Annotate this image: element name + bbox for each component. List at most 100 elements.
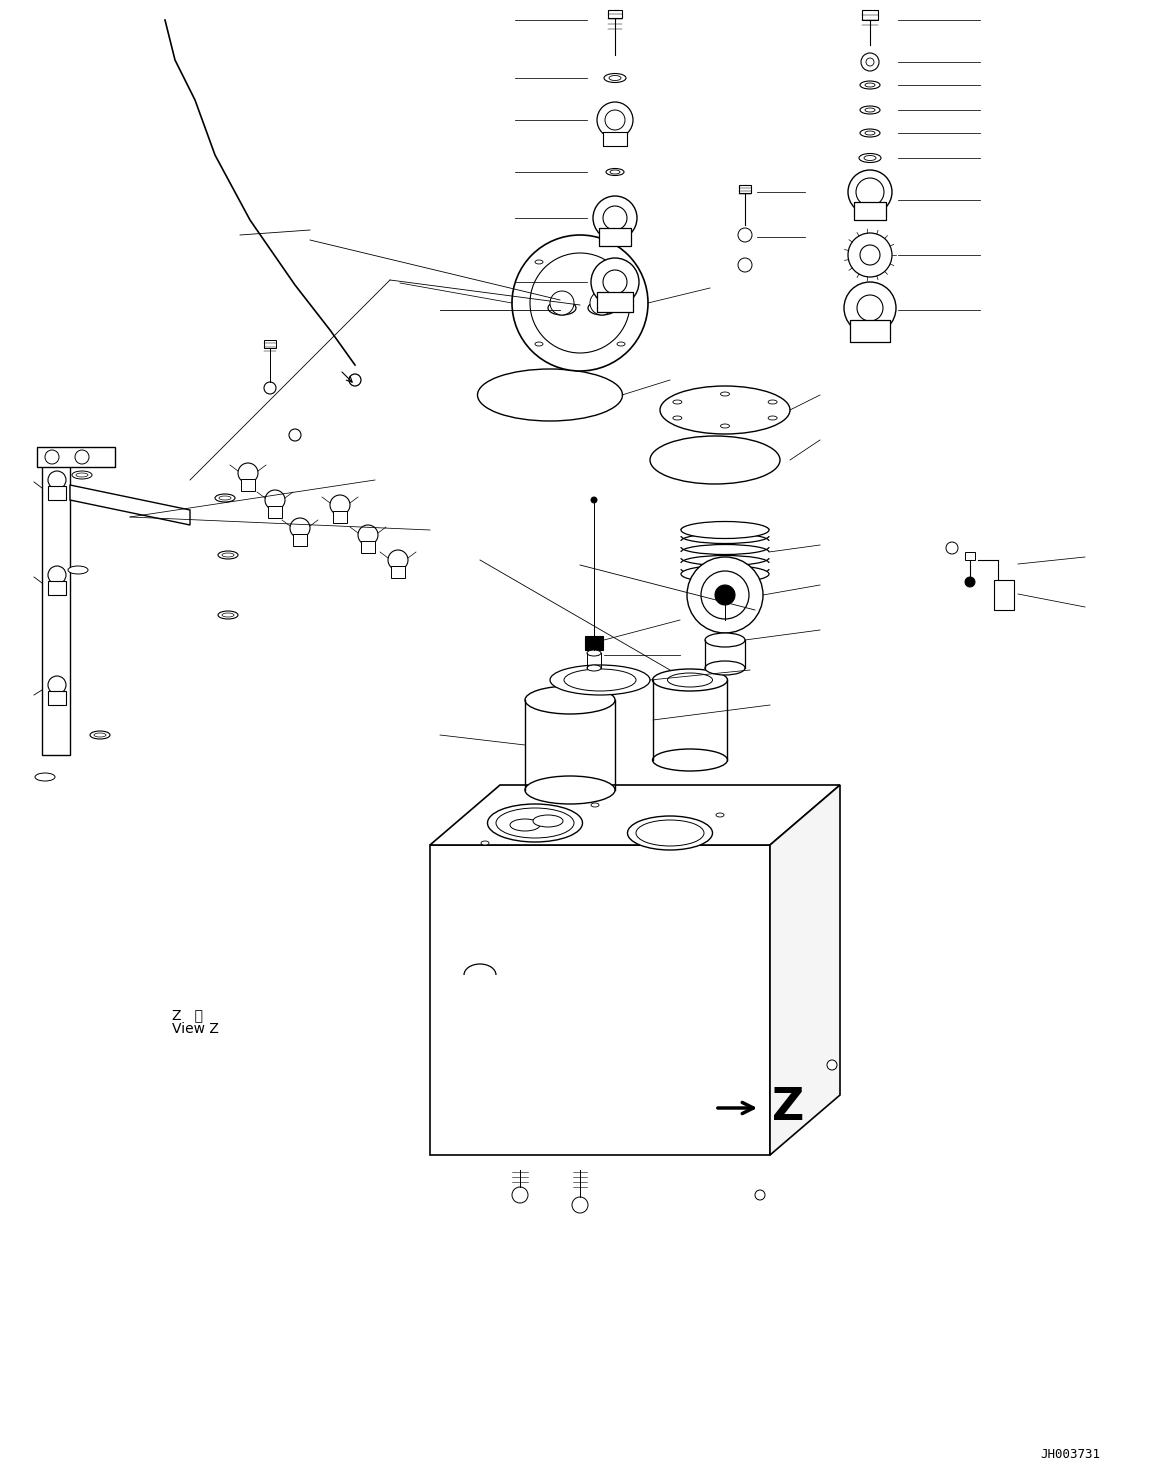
Circle shape (290, 429, 301, 441)
Ellipse shape (510, 820, 540, 831)
Circle shape (701, 571, 749, 618)
Circle shape (687, 557, 763, 633)
Circle shape (593, 195, 637, 239)
Ellipse shape (478, 369, 623, 422)
Circle shape (530, 253, 630, 353)
Text: JH003731: JH003731 (1040, 1448, 1100, 1462)
Polygon shape (430, 784, 840, 845)
Ellipse shape (865, 84, 876, 87)
Bar (48, 690, 65, 705)
Ellipse shape (859, 106, 880, 115)
Circle shape (330, 495, 350, 516)
Ellipse shape (720, 392, 730, 397)
Ellipse shape (864, 156, 876, 160)
Bar (854, 203, 886, 220)
Text: Z: Z (772, 1087, 804, 1130)
Circle shape (265, 491, 285, 510)
Bar (597, 292, 633, 311)
Ellipse shape (588, 301, 616, 314)
Circle shape (388, 549, 408, 570)
Polygon shape (43, 455, 70, 755)
Ellipse shape (218, 551, 238, 560)
Bar (608, 10, 622, 18)
Ellipse shape (533, 815, 563, 827)
Circle shape (755, 1190, 765, 1200)
Circle shape (827, 1061, 836, 1069)
Polygon shape (430, 845, 770, 1155)
Ellipse shape (535, 342, 543, 347)
Ellipse shape (548, 301, 576, 314)
Circle shape (845, 282, 896, 333)
Bar (48, 486, 65, 499)
Circle shape (512, 1187, 529, 1203)
Circle shape (861, 53, 879, 71)
Ellipse shape (550, 665, 650, 695)
Text: Z   視: Z 視 (172, 1008, 203, 1022)
Ellipse shape (705, 661, 745, 674)
Circle shape (358, 524, 378, 545)
Circle shape (75, 450, 88, 464)
Circle shape (866, 57, 874, 66)
Circle shape (512, 235, 648, 372)
Ellipse shape (681, 521, 769, 539)
Circle shape (965, 577, 976, 588)
Polygon shape (70, 485, 190, 524)
Bar (862, 10, 878, 21)
Polygon shape (37, 447, 115, 467)
Circle shape (848, 234, 892, 278)
Ellipse shape (604, 73, 626, 82)
Ellipse shape (587, 665, 601, 671)
Bar (599, 228, 631, 245)
Bar (391, 566, 404, 577)
Ellipse shape (68, 566, 88, 574)
Ellipse shape (673, 400, 681, 404)
Ellipse shape (222, 552, 234, 557)
Circle shape (48, 676, 65, 693)
Ellipse shape (660, 386, 791, 433)
Ellipse shape (617, 342, 625, 347)
Circle shape (606, 110, 625, 129)
Ellipse shape (716, 812, 724, 817)
Ellipse shape (525, 686, 615, 714)
Bar (965, 552, 976, 560)
Bar (293, 535, 307, 546)
Ellipse shape (222, 613, 234, 617)
Circle shape (264, 382, 276, 394)
Circle shape (848, 170, 892, 214)
Ellipse shape (487, 804, 583, 842)
Ellipse shape (481, 840, 489, 845)
Bar (361, 541, 375, 552)
Ellipse shape (496, 808, 574, 837)
Ellipse shape (627, 815, 712, 851)
Circle shape (572, 1197, 588, 1213)
Circle shape (738, 259, 751, 272)
Circle shape (550, 291, 574, 314)
Ellipse shape (673, 416, 681, 420)
Ellipse shape (218, 611, 238, 618)
Bar (585, 636, 603, 649)
Ellipse shape (535, 260, 543, 264)
Circle shape (603, 206, 627, 231)
Bar (241, 479, 255, 491)
Ellipse shape (564, 668, 637, 690)
Bar (603, 132, 627, 145)
Circle shape (597, 101, 633, 138)
Circle shape (946, 542, 958, 554)
Circle shape (857, 295, 882, 322)
Circle shape (738, 228, 751, 242)
Ellipse shape (859, 81, 880, 90)
Ellipse shape (650, 436, 780, 483)
Ellipse shape (705, 633, 745, 646)
Ellipse shape (606, 169, 624, 175)
Ellipse shape (591, 804, 599, 806)
Ellipse shape (769, 400, 777, 404)
Ellipse shape (859, 153, 881, 163)
Circle shape (48, 472, 65, 489)
Bar (850, 320, 890, 342)
Circle shape (591, 259, 639, 306)
Ellipse shape (769, 416, 777, 420)
Ellipse shape (720, 425, 730, 427)
Circle shape (48, 566, 65, 585)
Bar (264, 339, 276, 348)
Ellipse shape (859, 129, 880, 137)
